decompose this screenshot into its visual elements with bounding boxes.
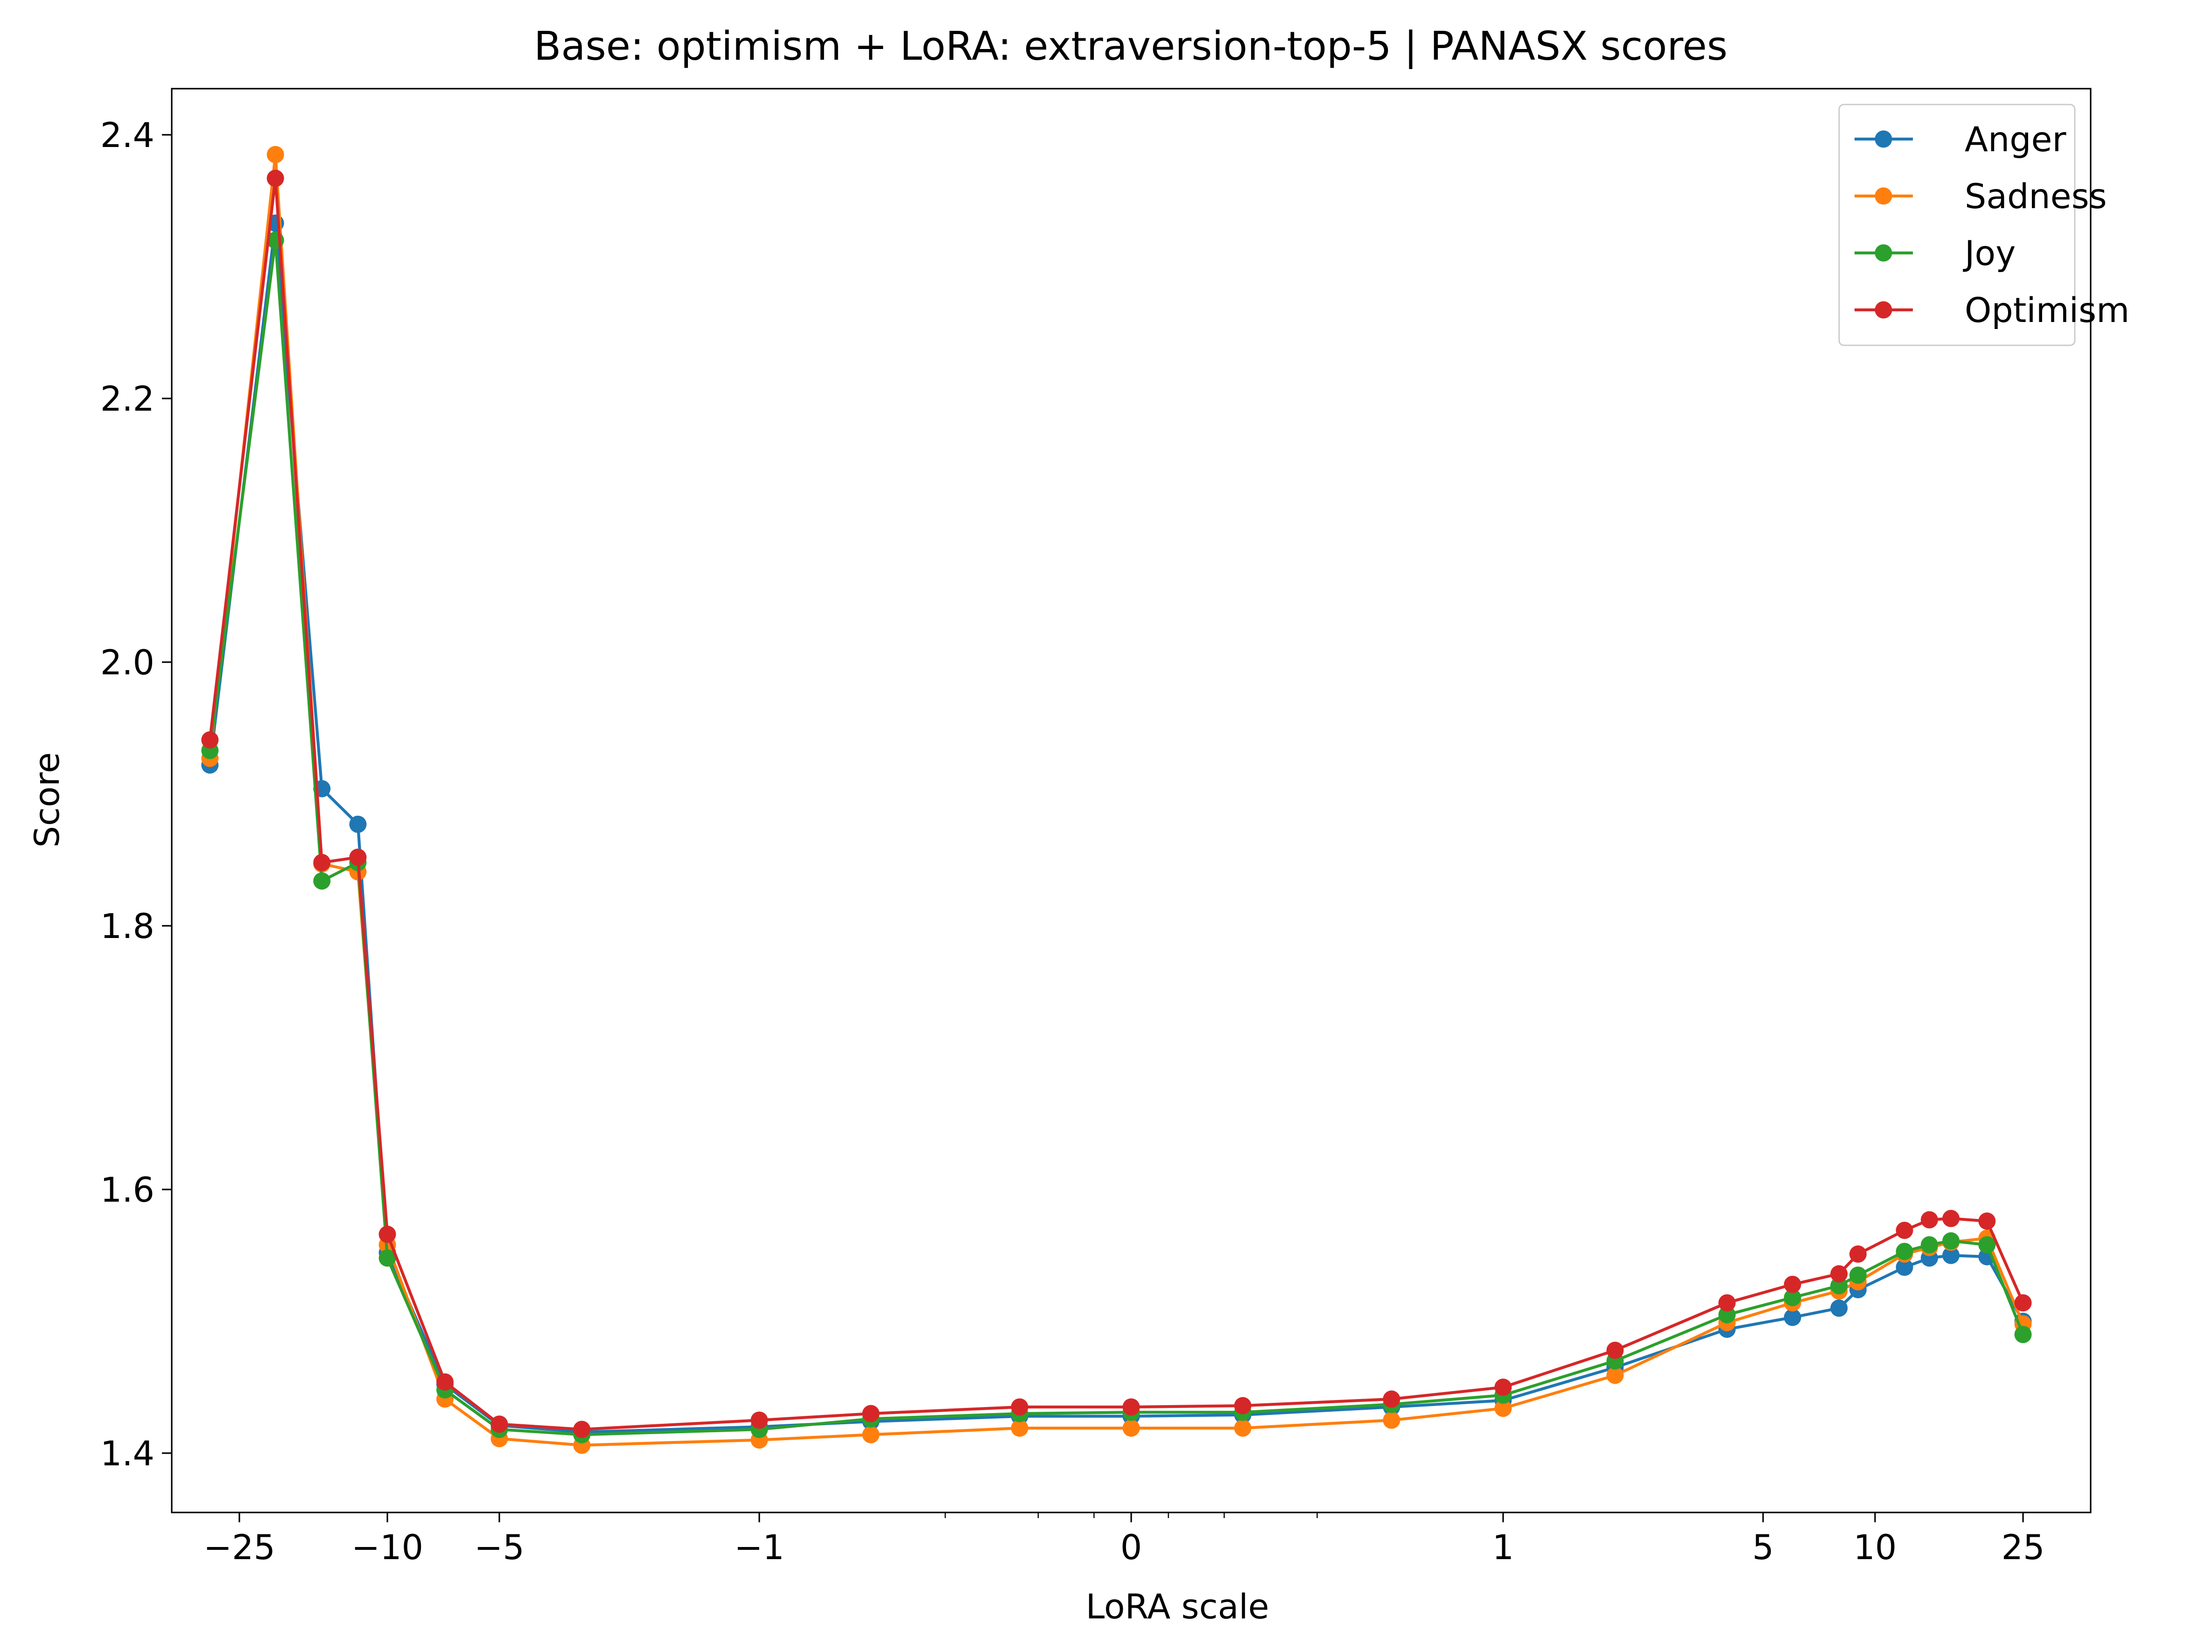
y-tick-label: 2.0 bbox=[100, 643, 154, 683]
data-point bbox=[1011, 1419, 1029, 1437]
data-point bbox=[1920, 1236, 1938, 1254]
legend-marker bbox=[1875, 130, 1892, 148]
data-point bbox=[378, 1225, 396, 1243]
data-point bbox=[1942, 1210, 1960, 1227]
data-point bbox=[1122, 1419, 1140, 1437]
data-point bbox=[1606, 1342, 1624, 1359]
x-axis: −25 −10 −5 −1 0 1 5 10 25 bbox=[203, 1512, 2045, 1568]
legend-label: Joy bbox=[1963, 234, 2016, 273]
legend-label: Anger bbox=[1965, 120, 2066, 160]
data-point bbox=[349, 815, 367, 833]
series-layer bbox=[201, 146, 2032, 1454]
legend-label: Optimism bbox=[1965, 291, 2129, 330]
data-point bbox=[1784, 1289, 1801, 1307]
data-point bbox=[1718, 1306, 1736, 1323]
legend-entry: Sadness bbox=[1855, 177, 2107, 217]
data-point bbox=[1494, 1379, 1512, 1396]
data-point bbox=[1920, 1211, 1938, 1229]
data-point bbox=[1606, 1366, 1624, 1384]
data-point bbox=[1849, 1245, 1867, 1263]
data-point bbox=[436, 1373, 454, 1391]
legend-marker bbox=[1875, 244, 1892, 262]
data-point bbox=[1830, 1299, 1848, 1317]
legend-frame bbox=[1838, 104, 2076, 346]
data-point bbox=[1942, 1246, 1960, 1264]
data-point bbox=[1122, 1398, 1140, 1416]
data-point bbox=[1942, 1232, 1960, 1250]
data-point bbox=[378, 1249, 396, 1267]
data-point bbox=[1830, 1265, 1848, 1283]
data-point bbox=[490, 1415, 508, 1433]
legend-marker bbox=[1875, 301, 1892, 319]
data-point bbox=[750, 1411, 768, 1429]
x-axis-label: LoRA scale bbox=[1085, 1587, 1269, 1627]
data-point bbox=[1896, 1243, 1913, 1260]
data-point bbox=[1718, 1294, 1736, 1312]
legend-marker bbox=[1875, 187, 1892, 205]
data-point bbox=[266, 169, 284, 187]
series-optimism bbox=[201, 169, 2032, 1438]
x-tick-label: 0 bbox=[1120, 1528, 1142, 1568]
data-point bbox=[201, 731, 219, 749]
legend: Anger Sadness Joy Optimism bbox=[1838, 104, 2129, 346]
legend-label: Sadness bbox=[1965, 177, 2107, 217]
data-point bbox=[2014, 1326, 2032, 1344]
data-point bbox=[313, 872, 331, 890]
y-axis: 1.4 1.6 1.8 2.0 2.2 2.4 bbox=[100, 116, 172, 1474]
data-point bbox=[349, 848, 367, 866]
y-axis-label: Score bbox=[28, 752, 67, 847]
x-tick-label: 5 bbox=[1752, 1528, 1774, 1568]
legend-entry: Anger bbox=[1855, 120, 2066, 160]
y-tick-label: 2.2 bbox=[100, 379, 154, 419]
data-point bbox=[1830, 1277, 1848, 1295]
data-point bbox=[1383, 1411, 1400, 1429]
y-tick-label: 1.8 bbox=[100, 907, 154, 946]
data-point bbox=[1896, 1221, 1913, 1239]
data-point bbox=[2014, 1294, 2032, 1312]
x-tick-label: 1 bbox=[1492, 1528, 1514, 1568]
data-point bbox=[1784, 1309, 1801, 1326]
data-point bbox=[862, 1426, 880, 1443]
data-point bbox=[1784, 1275, 1801, 1293]
x-tick-label: 10 bbox=[1853, 1528, 1897, 1568]
x-tick-label: 25 bbox=[2002, 1528, 2045, 1568]
x-tick-label: −5 bbox=[474, 1528, 525, 1568]
data-point bbox=[1849, 1267, 1867, 1284]
x-tick-label: −10 bbox=[351, 1528, 423, 1568]
legend-entry: Joy bbox=[1855, 234, 2016, 273]
x-tick-label: −1 bbox=[734, 1528, 784, 1568]
data-point bbox=[1978, 1212, 1996, 1230]
data-point bbox=[1383, 1390, 1400, 1408]
data-point bbox=[1011, 1398, 1029, 1416]
data-point bbox=[862, 1405, 880, 1422]
data-point bbox=[573, 1421, 591, 1438]
data-point bbox=[1234, 1419, 1252, 1437]
data-point bbox=[313, 854, 331, 871]
data-point bbox=[1978, 1236, 1996, 1254]
legend-entry: Optimism bbox=[1855, 291, 2129, 330]
y-tick-label: 1.4 bbox=[100, 1434, 154, 1474]
plot-area bbox=[171, 88, 2092, 1513]
y-tick-label: 1.6 bbox=[100, 1170, 154, 1210]
data-point bbox=[266, 146, 284, 163]
plot-background bbox=[172, 89, 2091, 1512]
data-point bbox=[1896, 1259, 1913, 1276]
data-point bbox=[1494, 1400, 1512, 1417]
data-point bbox=[1234, 1397, 1252, 1414]
y-tick-label: 2.4 bbox=[100, 116, 154, 155]
chart-title: Base: optimism + LoRA: extraversion-top-… bbox=[534, 23, 1728, 70]
x-tick-label: −25 bbox=[203, 1528, 275, 1568]
